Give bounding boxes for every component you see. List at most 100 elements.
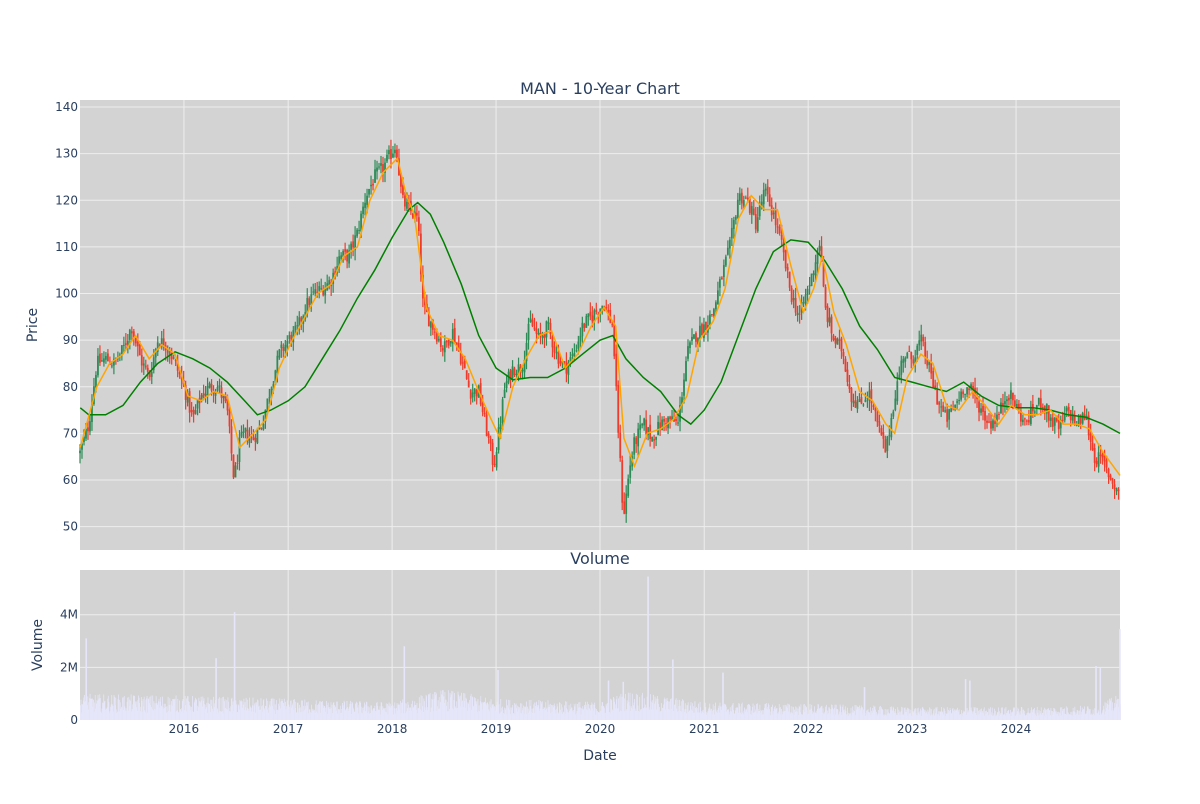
volume-bar (1008, 709, 1010, 720)
volume-bar (1030, 710, 1032, 720)
volume-bar (231, 697, 233, 720)
volume-bar (427, 710, 429, 720)
candlestick-body (328, 280, 331, 286)
candlestick-body (174, 360, 177, 362)
volume-bar (627, 692, 629, 720)
volume-bar (388, 705, 389, 720)
candlestick-body (1081, 412, 1084, 424)
volume-bar (378, 709, 380, 720)
volume-spike-bar (964, 679, 967, 720)
volume-bar (591, 702, 593, 720)
volume-bar (279, 698, 281, 720)
volume-bar (224, 701, 225, 720)
volume-bar (454, 692, 455, 720)
volume-bar (590, 710, 592, 720)
volume-bar (1116, 703, 1117, 720)
candlestick-body (671, 416, 673, 421)
volume-bar (930, 715, 932, 720)
volume-bar (1074, 706, 1076, 720)
volume-bar (1044, 707, 1046, 720)
candlestick-body (946, 409, 949, 422)
volume-bar (1050, 708, 1052, 720)
volume-bar (725, 704, 727, 720)
volume-bar (578, 707, 580, 720)
volume-bar (712, 710, 714, 720)
volume-bar (331, 707, 332, 720)
volume-bar (254, 702, 256, 720)
volume-bar (685, 708, 687, 720)
volume-bar (326, 705, 328, 720)
candlestick-body (1093, 448, 1096, 463)
volume-bar (119, 699, 121, 720)
volume-bar (250, 711, 252, 720)
volume-bar (778, 704, 780, 720)
candlestick-body (280, 344, 283, 349)
volume-bar (924, 709, 926, 720)
volume-bar (1073, 711, 1075, 720)
volume-bar (1088, 710, 1090, 720)
volume-bar (809, 704, 811, 720)
volume-bar (697, 708, 699, 720)
volume-bar (122, 710, 124, 720)
volume-bar (162, 707, 164, 720)
candlestick-body (641, 423, 644, 426)
x-tick-label: 2017 (273, 722, 304, 736)
volume-bar (289, 713, 291, 720)
volume-bar (703, 712, 704, 720)
volume-bar (950, 713, 952, 720)
volume-bar (1105, 702, 1107, 720)
volume-bar (526, 713, 528, 720)
volume-bar (804, 711, 806, 720)
candlestick-body (1055, 415, 1058, 422)
candlestick-body (1014, 400, 1016, 407)
volume-bar (813, 713, 815, 720)
volume-bar (983, 707, 985, 720)
volume-bar (406, 711, 408, 720)
volume-bar (261, 711, 263, 720)
volume-bar (873, 705, 875, 720)
volume-bar (332, 702, 334, 720)
volume-bar (926, 714, 928, 720)
volume-bar (180, 709, 182, 720)
volume-bar (885, 714, 887, 720)
candlestick-body (467, 380, 470, 388)
candlestick-body (481, 403, 484, 413)
volume-bar (257, 699, 258, 720)
volume-bar (859, 705, 860, 720)
volume-bar (700, 713, 702, 720)
volume-bar (127, 697, 129, 720)
volume-bar (452, 691, 454, 720)
volume-bar (999, 711, 1001, 720)
volume-bar (367, 712, 368, 720)
candlestick-body (705, 321, 707, 331)
volume-bar (292, 703, 294, 720)
volume-bar (1056, 711, 1058, 720)
volume-bar (123, 695, 125, 720)
volume-bar (643, 698, 645, 720)
volume-bar (1063, 708, 1064, 720)
volume-bar (156, 703, 158, 720)
candlestick-body (252, 436, 255, 440)
volume-bar (353, 709, 355, 720)
volume-bar (985, 711, 986, 720)
volume-bar (1110, 701, 1112, 720)
volume-bar (983, 709, 985, 720)
candlestick-body (808, 285, 811, 287)
volume-bar (99, 698, 101, 720)
volume-bar (681, 711, 683, 720)
volume-bar (295, 701, 297, 720)
volume-bar (818, 707, 820, 720)
price-y-tick-label: 90 (63, 333, 78, 347)
volume-bar (775, 709, 777, 720)
volume-bar (926, 712, 928, 720)
candlestick-body (186, 393, 189, 403)
candlestick-body (1109, 475, 1112, 480)
candlestick-body (501, 399, 504, 424)
volume-bar (932, 715, 933, 720)
volume-bar (188, 701, 190, 720)
volume-bar (650, 694, 651, 720)
volume-bar (715, 702, 716, 720)
candlestick-body (152, 357, 155, 371)
volume-bar (801, 714, 803, 720)
candlestick-body (884, 439, 887, 453)
